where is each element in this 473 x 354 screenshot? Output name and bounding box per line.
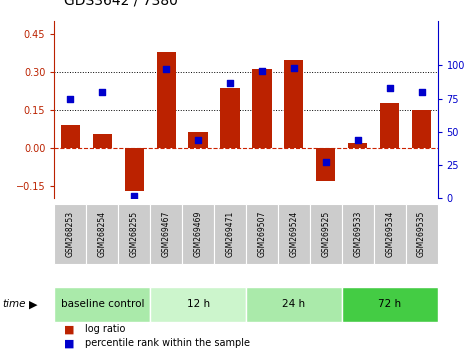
Text: GSM269533: GSM269533 <box>353 210 362 257</box>
Text: GSM269507: GSM269507 <box>257 210 266 257</box>
Point <box>194 137 202 143</box>
Text: GSM269469: GSM269469 <box>193 210 202 257</box>
Bar <box>412 110 431 148</box>
Point <box>290 65 298 71</box>
Bar <box>380 103 399 148</box>
Bar <box>125 148 144 191</box>
Text: baseline control: baseline control <box>61 299 144 309</box>
Bar <box>284 61 304 148</box>
Bar <box>61 125 80 148</box>
Point <box>226 80 234 86</box>
Point <box>258 68 266 74</box>
Text: GSM269525: GSM269525 <box>321 211 330 257</box>
Bar <box>253 69 272 148</box>
Text: 72 h: 72 h <box>378 299 401 309</box>
Point <box>322 160 330 165</box>
Text: 24 h: 24 h <box>282 299 306 309</box>
Point <box>131 193 138 198</box>
Text: log ratio: log ratio <box>85 324 125 334</box>
Point <box>162 67 170 72</box>
Point <box>98 89 106 95</box>
Text: percentile rank within the sample: percentile rank within the sample <box>85 338 250 348</box>
Point <box>67 96 74 102</box>
Bar <box>93 134 112 148</box>
Bar <box>189 132 208 148</box>
Text: GSM269534: GSM269534 <box>385 210 394 257</box>
Text: 12 h: 12 h <box>186 299 210 309</box>
Text: GSM269535: GSM269535 <box>417 210 426 257</box>
Point <box>418 89 425 95</box>
Point <box>354 137 361 143</box>
Point <box>386 85 394 91</box>
Text: time: time <box>2 299 26 309</box>
Text: ■: ■ <box>64 324 74 334</box>
Text: GSM268255: GSM268255 <box>130 211 139 257</box>
Bar <box>348 143 367 148</box>
Text: GSM269467: GSM269467 <box>162 210 171 257</box>
Bar <box>316 148 335 181</box>
Text: GSM268253: GSM268253 <box>66 211 75 257</box>
Text: GSM269471: GSM269471 <box>226 211 235 257</box>
Text: ▶: ▶ <box>29 299 38 309</box>
Bar <box>220 88 240 148</box>
Text: GSM269524: GSM269524 <box>289 211 298 257</box>
Text: ■: ■ <box>64 338 74 348</box>
Text: GDS3642 / 7380: GDS3642 / 7380 <box>64 0 178 7</box>
Text: GSM268254: GSM268254 <box>98 211 107 257</box>
Bar <box>157 52 176 148</box>
